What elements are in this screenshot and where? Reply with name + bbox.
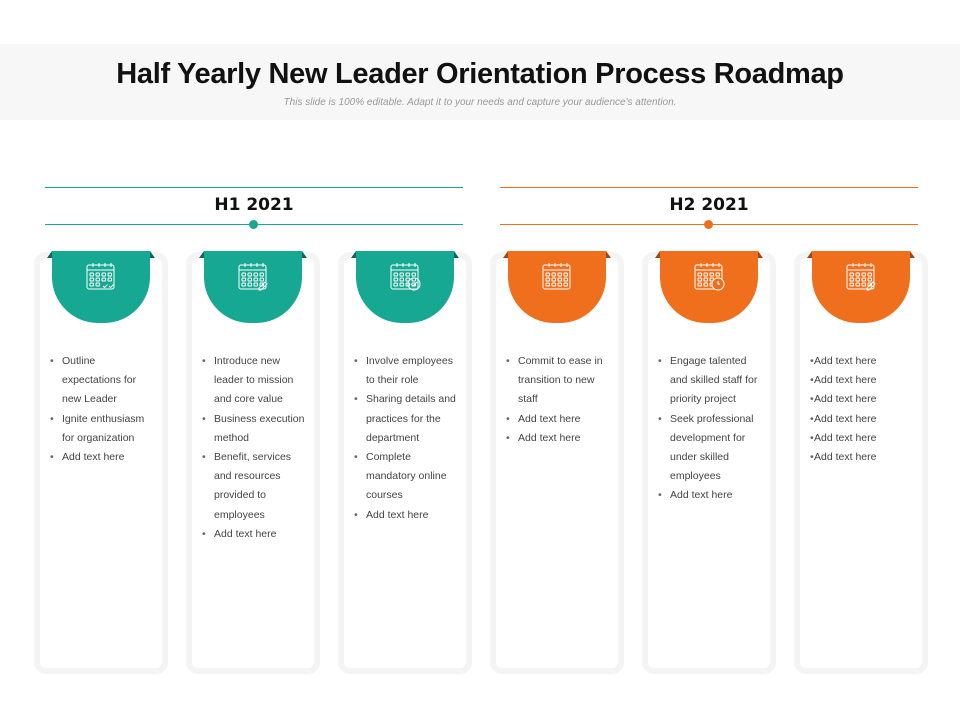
calendar-edit-icon (845, 261, 877, 291)
bullet-item: Add text here (810, 352, 916, 371)
divider (45, 187, 463, 188)
card-badge (660, 251, 758, 323)
bullet-item: Add text here (50, 448, 156, 467)
bullet-item: Complete mandatory online courses (354, 448, 460, 506)
header: Half Yearly New Leader Orientation Proce… (0, 44, 960, 120)
ribbon-fold (807, 251, 812, 258)
bullet-list: Commit to ease in transition to new staf… (506, 352, 612, 448)
ribbon-fold (199, 251, 204, 258)
ribbon-fold (47, 251, 52, 258)
bullet-list: Engage talented and skilled staff for pr… (658, 352, 764, 506)
bullet-item: Add text here (810, 390, 916, 409)
roadmap-card: Involve employees to their roleSharing d… (344, 251, 466, 668)
bullet-list: Involve employees to their roleSharing d… (354, 352, 460, 525)
calendar-check-icon (85, 261, 117, 291)
phase-label: H1 2021 (214, 195, 294, 215)
ribbon-fold (302, 251, 307, 258)
bullet-item: Introduce new leader to mission and core… (202, 352, 308, 410)
card-badge (204, 251, 302, 323)
phase-header: H2 2021 (500, 187, 918, 229)
bullet-item: Add text here (506, 410, 612, 429)
ribbon-fold (503, 251, 508, 258)
card-badge (812, 251, 910, 323)
calendar-icon (541, 261, 573, 291)
bullet-item: Add text here (810, 448, 916, 467)
bullet-item: Sharing details and practices for the de… (354, 390, 460, 448)
page-title: Half Yearly New Leader Orientation Proce… (116, 58, 844, 90)
card-badge (52, 251, 150, 323)
bullet-item: Seek professional development for under … (658, 410, 764, 487)
ribbon-fold (606, 251, 611, 258)
calendar-clock-icon (693, 261, 725, 291)
ribbon-fold (655, 251, 660, 258)
ribbon-fold (910, 251, 915, 258)
bullet-item: Benefit, services and resources provided… (202, 448, 308, 525)
divider (500, 187, 918, 188)
bullet-item: Add text here (658, 486, 764, 505)
bullet-item: Engage talented and skilled staff for pr… (658, 352, 764, 410)
timeline-dot (249, 220, 258, 229)
bullet-item: Outline expectations for new Leader (50, 352, 156, 410)
ribbon-fold (454, 251, 459, 258)
ribbon-fold (758, 251, 763, 258)
phase-label: H2 2021 (669, 195, 749, 215)
bullet-item: Add text here (810, 371, 916, 390)
roadmap-card: Engage talented and skilled staff for pr… (648, 251, 770, 668)
bullet-list: Introduce new leader to mission and core… (202, 352, 308, 544)
bullet-list: Outline expectations for new LeaderIgnit… (50, 352, 156, 467)
roadmap-card: Add text hereAdd text hereAdd text hereA… (800, 251, 922, 668)
calendar-approved-icon (389, 261, 421, 291)
bullet-list: Add text hereAdd text hereAdd text hereA… (810, 352, 916, 467)
roadmap-card: Introduce new leader to mission and core… (192, 251, 314, 668)
bullet-item: Add text here (354, 506, 460, 525)
bullet-item: Add text here (202, 525, 308, 544)
timeline-dot (704, 220, 713, 229)
ribbon-fold (351, 251, 356, 258)
bullet-item: Involve employees to their role (354, 352, 460, 390)
phase-header: H1 2021 (45, 187, 463, 229)
card-badge (508, 251, 606, 323)
ribbon-fold (150, 251, 155, 258)
roadmap-card: Commit to ease in transition to new staf… (496, 251, 618, 668)
bullet-item: Add text here (810, 410, 916, 429)
page-subtitle: This slide is 100% editable. Adapt it to… (283, 97, 677, 108)
bullet-item: Business execution method (202, 410, 308, 448)
bullet-item: Add text here (810, 429, 916, 448)
roadmap-card: Outline expectations for new LeaderIgnit… (40, 251, 162, 668)
card-badge (356, 251, 454, 323)
calendar-edit-icon (237, 261, 269, 291)
bullet-item: Ignite enthusiasm for organization (50, 410, 156, 448)
bullet-item: Add text here (506, 429, 612, 448)
bullet-item: Commit to ease in transition to new staf… (506, 352, 612, 410)
